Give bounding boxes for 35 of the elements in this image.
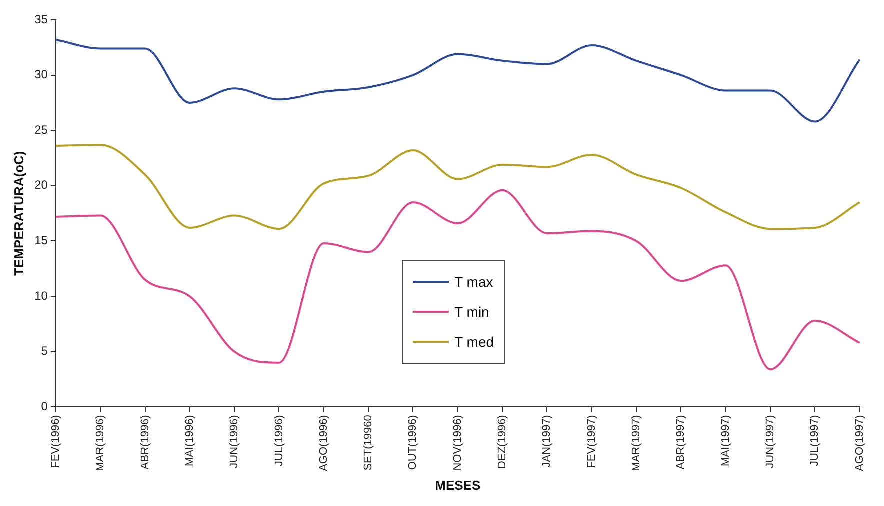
y-tick-label: 20 — [34, 178, 48, 192]
x-tick-label: AGO(1997) — [854, 415, 866, 472]
legend-label: T min — [454, 304, 490, 320]
x-axis-title: MESES — [435, 478, 481, 493]
y-tick-label: 30 — [34, 68, 48, 82]
x-tick-label: JUL(1996) — [273, 415, 286, 467]
y-tick-label: 10 — [34, 288, 48, 303]
x-tick-label: MAR(1996) — [94, 415, 107, 472]
legend-label: T med — [454, 334, 494, 350]
x-tick-label: FEV(1996) — [50, 415, 62, 468]
x-tick-label: MAI(1996) — [184, 415, 196, 467]
y-tick-label: 15 — [34, 234, 48, 248]
line-series — [54, 144, 861, 230]
x-tick-label: OUT(1996) — [407, 415, 420, 470]
x-tick-label: FEV(1997) — [586, 415, 598, 468]
x-tick-label: ABR(1997) — [675, 415, 688, 470]
x-tick-label: JAN(1997) — [541, 415, 554, 468]
y-tick-label: 35 — [34, 12, 48, 26]
y-tick-label: 5 — [41, 344, 48, 358]
y-axis-title: TEMPERATURA(oC) — [11, 151, 26, 276]
x-tick-label: ABR(1996) — [139, 415, 152, 470]
legend-label: T max — [454, 274, 494, 290]
y-tick-label: 0 — [41, 399, 48, 414]
x-tick-label: MAR(1997) — [630, 415, 643, 472]
x-tick-label: DEZ(1996) — [496, 415, 509, 469]
x-tick-label: NOV(1996) — [452, 415, 464, 471]
y-tick-label: 25 — [34, 122, 48, 137]
x-tick-label: JUL(1997) — [809, 415, 822, 467]
line-series — [54, 38, 861, 123]
line-series — [54, 189, 861, 371]
x-tick-label: MAI(1997) — [720, 415, 732, 467]
x-tick-label: JUN(1997) — [764, 415, 777, 468]
x-tick-label: AGO(1996) — [318, 415, 330, 472]
x-tick-label: SET(19960 — [362, 415, 375, 471]
x-tick-label: JUN(1996) — [228, 415, 241, 468]
